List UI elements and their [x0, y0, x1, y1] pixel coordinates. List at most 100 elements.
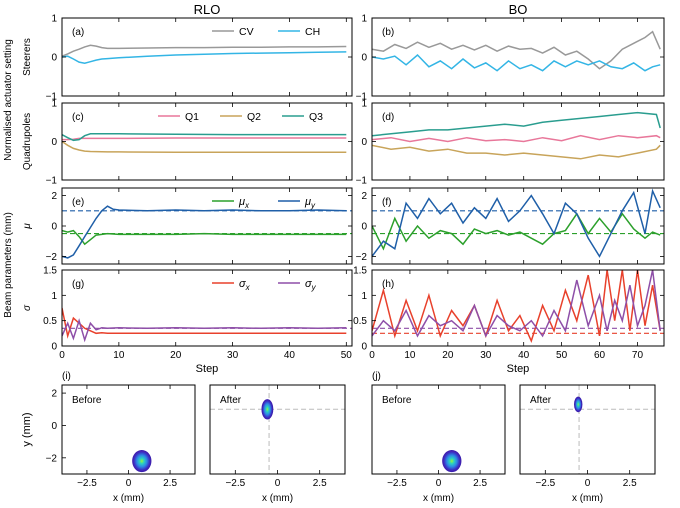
series-line-σy [372, 270, 661, 338]
panel-letter: (a) [72, 27, 84, 38]
panel-letter: (f) [382, 197, 391, 208]
x-tick-label: 0 [59, 350, 65, 361]
x-tick-label: −2.5 [77, 478, 97, 489]
series-line-μy [372, 188, 661, 258]
panel-f: −2 0 2 (f) [356, 187, 665, 265]
x-tick-label: 70 [632, 350, 644, 361]
y-tick-label: 0 [51, 342, 57, 353]
beam-panel-title: Before [72, 395, 102, 406]
series-line-CV [62, 44, 347, 57]
panel-letter: (e) [72, 197, 84, 208]
legend-label: σy [305, 278, 317, 292]
series-line-Q3 [62, 133, 347, 142]
y-tick-label: 2 [51, 389, 57, 400]
legend-label: μy [304, 196, 316, 210]
series-line-μx [372, 212, 661, 251]
x-axis-label: x (mm) [423, 493, 454, 504]
y-tick-label: −2 [46, 453, 58, 464]
series-line-CH [372, 53, 661, 72]
legend-label: CH [305, 26, 320, 38]
x-tick-label: −2.5 [225, 478, 245, 489]
legend-label: Q3 [309, 111, 323, 123]
panel-c: −1 0 1 (c) Q1 Q2 Q3 [46, 99, 353, 187]
x-tick-label: 30 [480, 350, 492, 361]
legend-label: μx [238, 196, 250, 210]
beam-panel-1: After −2.5 0 2.5 x (mm) [209, 384, 346, 504]
group-label-actuators: Normalised actuator setting [3, 39, 14, 161]
x-tick-label: 2.5 [623, 478, 637, 489]
x-axis-label: x (mm) [262, 493, 293, 504]
beam-panel-0: Before (i) −2.5 0 2.5 x (mm) −2 0 2 [46, 371, 196, 504]
x-tick-label: −2.5 [387, 478, 407, 489]
x-tick-label: 30 [227, 350, 239, 361]
y-tick-label: 0 [51, 222, 57, 233]
panel-frame [371, 187, 665, 265]
y-tick-label: 2 [361, 191, 367, 202]
y-tick-label: 0.5 [353, 316, 367, 327]
x-tick-label: 50 [556, 350, 568, 361]
panel-d: −1 0 1 (d) [356, 99, 665, 187]
panel-letter: (b) [382, 27, 394, 38]
series-line-σx [372, 270, 661, 343]
panel-letter: (i) [62, 371, 71, 382]
x-axis-label: x (mm) [572, 493, 603, 504]
series-line-μx [62, 229, 347, 246]
series-line-Q2 [372, 144, 661, 160]
beam-panel-2: Before (j) −2.5 0 2.5 x (mm) [371, 371, 506, 504]
column-title-rlo: RLO [194, 2, 221, 17]
y-tick-label: 0.5 [43, 316, 57, 327]
y-axis-label-beam: y (mm) [21, 412, 33, 446]
legend-label: Q2 [247, 111, 261, 123]
y-tick-label: 0 [51, 137, 57, 148]
series-line-Q1 [62, 137, 347, 141]
y-tick-label: 1 [51, 99, 57, 110]
panel-letter: (j) [372, 371, 381, 382]
beam-panel-title: After [220, 395, 242, 406]
x-tick-label: 0 [436, 478, 442, 489]
x-tick-label: 2.5 [473, 478, 487, 489]
y-tick-label: −1 [46, 92, 58, 103]
series-line-μy [62, 205, 347, 259]
y-tick-label: 1 [361, 14, 367, 25]
y-tick-label: 1.5 [43, 266, 57, 277]
panel-a: −1 0 1 (a) CV CH [46, 14, 353, 103]
x-tick-label: 10 [404, 350, 416, 361]
x-tick-label: 60 [594, 350, 606, 361]
row-label-steerers: Steerers [22, 38, 33, 76]
x-tick-label: 40 [518, 350, 530, 361]
y-tick-label: 0 [361, 222, 367, 233]
group-label-beam: Beam parameters (mm) [3, 212, 14, 318]
x-tick-label: 0 [369, 350, 375, 361]
y-tick-label: −2 [356, 252, 368, 263]
legend-label: Q1 [185, 111, 199, 123]
beam-spot [132, 450, 152, 473]
y-tick-label: 0 [51, 421, 57, 432]
panel-letter: (g) [72, 279, 84, 290]
row-label-quadrupoles: Quadrupoles [22, 113, 33, 170]
y-tick-label: 0 [361, 342, 367, 353]
y-tick-label: 1 [51, 14, 57, 25]
panel-letter: (c) [72, 112, 84, 123]
panel-h: 0 0.5 1 1.5 0 10 20 30 40 50 60 70 (h) [353, 266, 665, 361]
series-line-CH [62, 51, 347, 64]
panel-g: 0 0.5 1 1.5 0 10 20 30 40 50 (g) σx σy [43, 266, 353, 361]
beam-panel-3: After −2.5 0 2.5 x (mm) [519, 384, 656, 504]
x-tick-label: 2.5 [163, 478, 177, 489]
beam-spot [442, 450, 462, 473]
series-line-Q2 [62, 140, 347, 154]
x-tick-label: 50 [341, 350, 353, 361]
y-tick-label: −2 [46, 252, 58, 263]
y-tick-label: 1 [361, 291, 367, 302]
row-label-sigma: σ [22, 304, 33, 311]
x-axis-label: x (mm) [113, 493, 144, 504]
y-tick-label: 1 [51, 291, 57, 302]
series-line-σy [62, 318, 347, 343]
x-axis-label-step-bo: Step [507, 363, 530, 375]
panel-letter: (d) [382, 112, 394, 123]
panel-b: −1 0 1 (b) [356, 14, 665, 103]
y-tick-label: 0 [361, 53, 367, 64]
panel-letter: (h) [382, 279, 394, 290]
x-tick-label: 0 [275, 478, 281, 489]
beam-spot [574, 396, 583, 413]
